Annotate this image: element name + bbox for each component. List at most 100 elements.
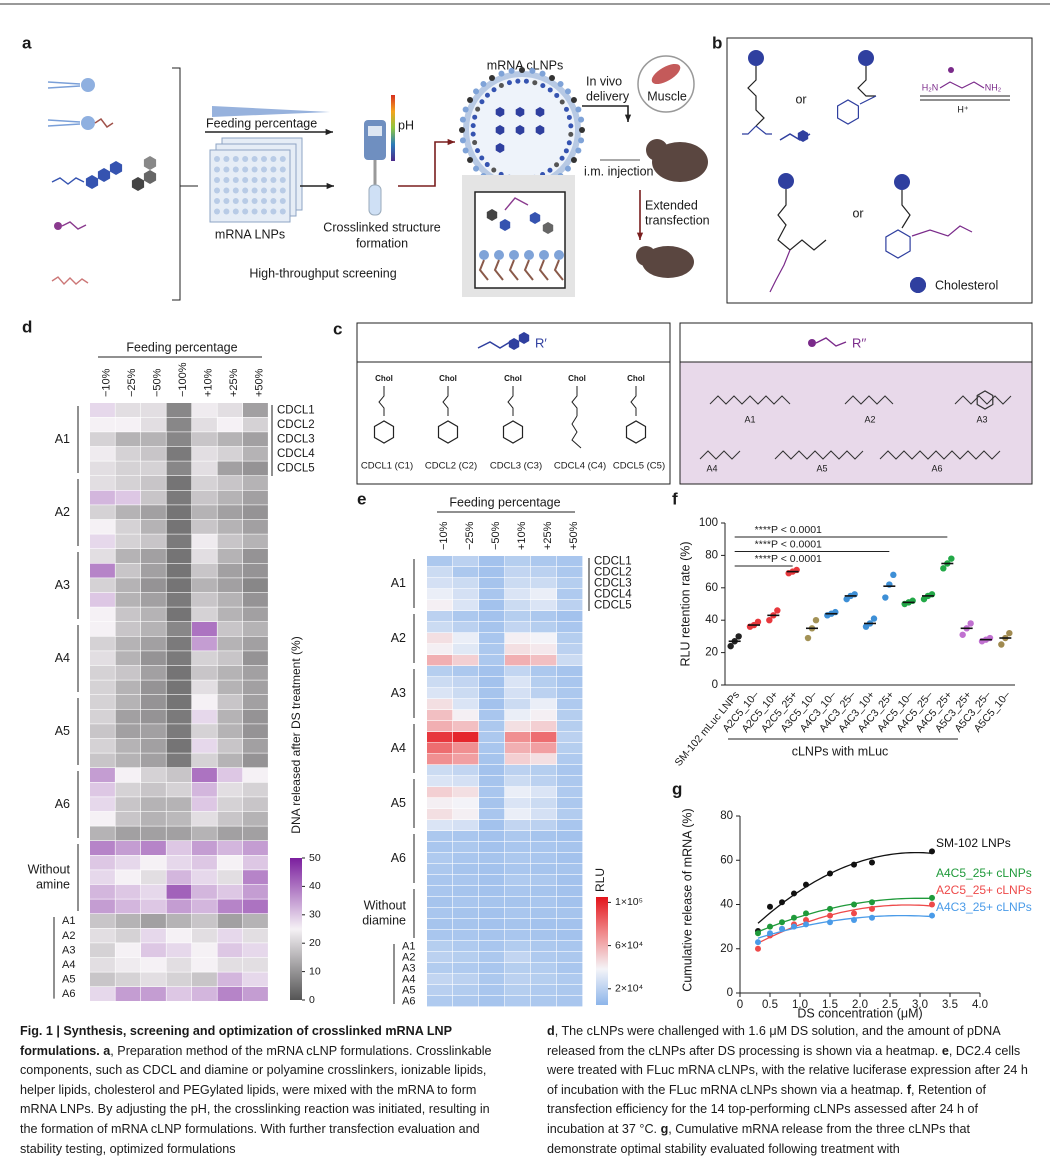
heatmap-cell <box>115 899 141 914</box>
heatmap-cell <box>557 677 583 688</box>
lipid-dot <box>519 67 525 73</box>
heatmap-cell <box>427 688 453 699</box>
heatmap-cell <box>505 985 531 996</box>
label: CDCL3 (C3) <box>490 461 542 472</box>
cholesterol-icon <box>748 50 764 66</box>
heatmap-cell <box>192 446 217 461</box>
label: Chol <box>439 374 457 383</box>
well <box>223 156 230 162</box>
heatmap-cell <box>141 826 166 841</box>
lipid-dot <box>459 116 466 123</box>
heatmap-cell <box>427 886 453 897</box>
heatmap-cell <box>115 972 141 987</box>
bond <box>571 415 582 449</box>
heatmap-cell <box>243 519 268 534</box>
y-axis-title: Cumulative release of mRNA (%) <box>680 808 694 991</box>
heatmap-cell <box>217 607 243 622</box>
heatmap-cell <box>505 776 531 787</box>
heatmap-cell <box>479 765 505 776</box>
data-point <box>851 861 857 868</box>
heatmap-cell <box>141 972 166 987</box>
row-label: A1 <box>402 940 415 952</box>
heatmap-cell <box>453 721 479 732</box>
heatmap-cell <box>90 943 115 958</box>
bond <box>755 125 772 135</box>
heatmap-cell <box>192 855 217 870</box>
heatmap-cell <box>90 855 115 870</box>
label: Extended <box>645 198 698 212</box>
lipid-dot <box>578 116 585 123</box>
data-point <box>929 848 935 855</box>
lipid-dot <box>515 78 521 84</box>
heatmap-cell <box>90 417 115 432</box>
data-point <box>779 919 785 926</box>
heatmap-cell <box>531 743 557 754</box>
heatmap-cell <box>115 738 141 753</box>
data-point <box>870 615 878 622</box>
lipid-dot <box>570 157 577 163</box>
heatmap-cell <box>217 549 243 563</box>
fit-curve <box>757 851 933 924</box>
x-tick-label: 1.5 <box>822 999 838 1011</box>
heatmap-cell <box>531 644 557 655</box>
caption-text: , Preparation method of the mRNA cLNP fo… <box>20 1043 492 1156</box>
label: mRNA cLNPs <box>487 58 563 72</box>
lipid-dot <box>480 81 487 88</box>
heatmap-cell <box>166 417 192 432</box>
heatmap-cell <box>243 709 268 724</box>
heatmap-cell <box>141 490 166 505</box>
heatmap-cell <box>531 776 557 787</box>
heatmap-cell <box>115 724 141 739</box>
ph-screen <box>368 126 382 136</box>
well <box>214 187 220 194</box>
inset <box>474 191 566 289</box>
heatmap-cell <box>166 695 192 709</box>
lipid-dot <box>467 97 474 103</box>
cholesterol-icon <box>858 50 874 66</box>
heatmap-cell <box>427 919 453 930</box>
heatmap-cell <box>505 941 531 952</box>
arrow-head <box>624 114 632 122</box>
lipid-dot <box>564 88 571 95</box>
data-point <box>727 642 734 650</box>
lipid-dot <box>498 83 504 89</box>
heatmap-cell <box>427 908 453 919</box>
well <box>261 187 267 194</box>
heatmap-cell <box>115 651 141 666</box>
heatmap-cell <box>427 875 453 886</box>
panel-label: b <box>712 33 722 52</box>
heatmap-cell <box>141 914 166 928</box>
heatmap-cell <box>243 446 268 461</box>
y-tick-label: 80 <box>705 549 718 561</box>
heatmap-cell <box>192 490 217 505</box>
label: formation <box>356 236 408 250</box>
amine-chain <box>61 221 87 230</box>
heatmap-cell <box>90 811 115 826</box>
heatmap-cell <box>505 996 531 1007</box>
heatmap-cell <box>479 831 505 842</box>
peg-chain <box>553 259 564 281</box>
heatmap-cell <box>90 724 115 739</box>
column-label: −50% <box>152 368 164 397</box>
heatmap-cell <box>217 519 243 534</box>
heatmap-cell <box>243 811 268 826</box>
row-label: CDCL5 <box>594 600 632 612</box>
heatmap-cell <box>243 870 268 885</box>
row-label: A5 <box>62 974 75 986</box>
lipid-head <box>81 116 95 130</box>
heatmap-cell <box>192 695 217 709</box>
data-point <box>755 939 761 946</box>
group-label: Without <box>364 898 407 912</box>
well <box>214 166 220 173</box>
well <box>270 208 277 215</box>
lipid-dot <box>559 99 565 105</box>
heatmap-cell <box>557 688 583 699</box>
data-point <box>803 910 809 917</box>
lipid-dot <box>491 167 497 173</box>
heatmap-cell <box>192 505 217 520</box>
heatmap-cell <box>90 665 115 680</box>
row-label: A4 <box>62 959 75 971</box>
hexagon <box>535 107 545 117</box>
caption-text: , DC2.4 cells were treated with FLuc mRN… <box>547 1043 1028 1097</box>
heatmap-cell <box>217 695 243 709</box>
